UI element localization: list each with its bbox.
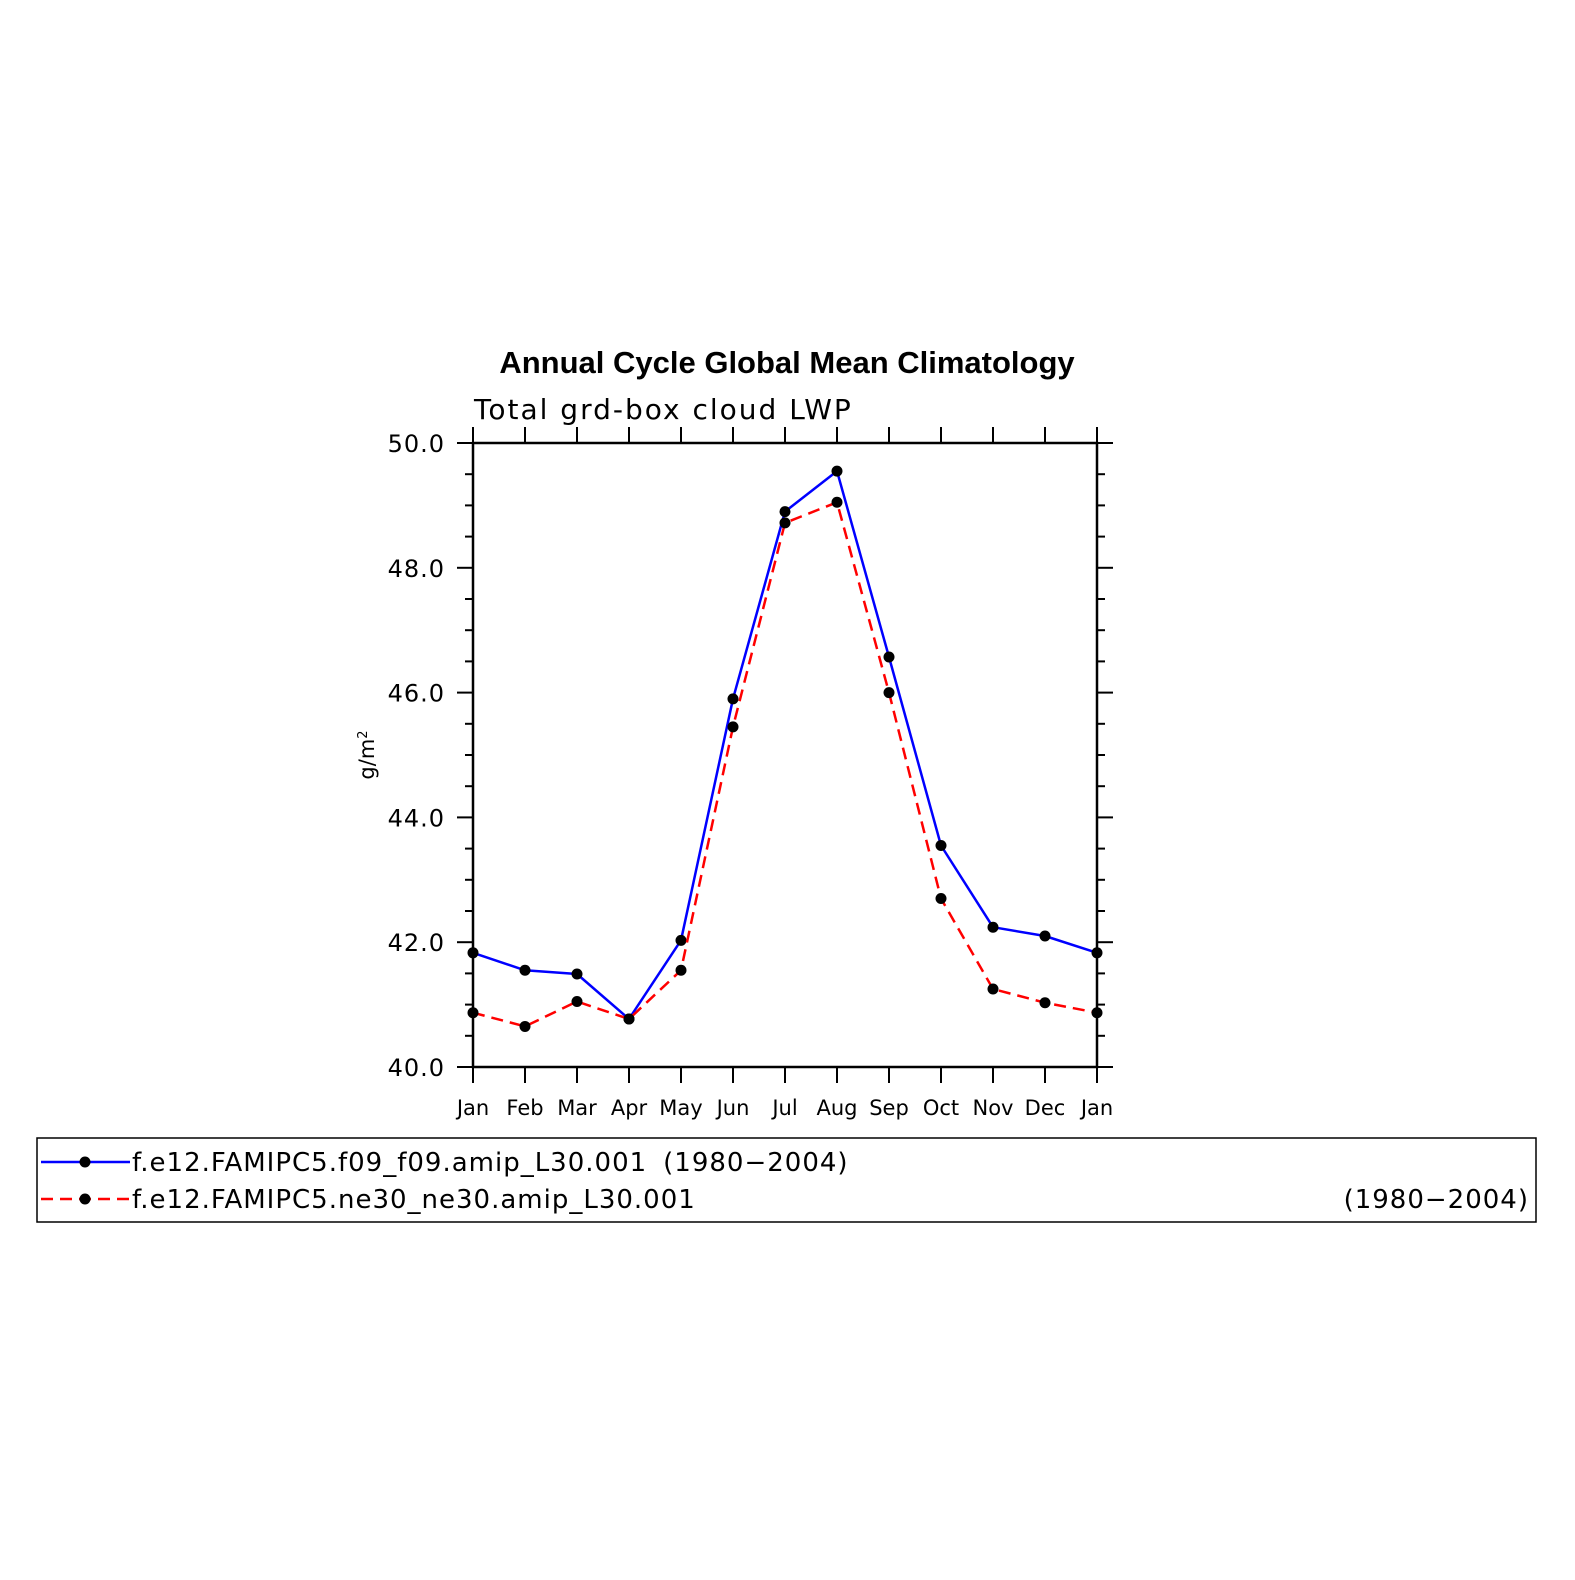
data-point <box>727 693 739 705</box>
data-point <box>987 983 999 995</box>
x-tick-label: Oct <box>923 1096 959 1120</box>
data-point <box>1039 930 1051 942</box>
x-tick-label: Jun <box>715 1096 750 1120</box>
data-point <box>727 721 739 733</box>
x-tick-label: Feb <box>506 1096 543 1120</box>
x-tick-labels: Jan Feb Mar Apr May Jun Jul Aug Sep Oct Nov Dec Jan <box>455 1096 1113 1120</box>
data-point <box>571 995 583 1007</box>
x-tick-label: Aug <box>816 1096 857 1120</box>
data-point <box>883 651 895 663</box>
data-point <box>467 1007 479 1019</box>
legend-entry-2: f.e12.FAMIPC5.ne30_ne30.amip_L30.001 (198… <box>41 1185 1529 1215</box>
series-1 <box>467 465 1103 1025</box>
y-tick-label: 48.0 <box>388 555 445 583</box>
series-line <box>472 469 1098 1021</box>
x-tick-label: Apr <box>611 1096 648 1120</box>
series-2 <box>467 496 1103 1032</box>
data-point <box>1091 947 1103 959</box>
x-tick-label: Sep <box>869 1096 909 1120</box>
legend-series-name: f.e12.FAMIPC5.ne30_ne30.amip_L30.001 <box>132 1185 696 1215</box>
legend-box <box>36 1137 1537 1223</box>
y-axis-label-superscript: 2 <box>356 730 371 738</box>
data-point <box>987 921 999 933</box>
data-point <box>675 934 687 946</box>
series-layer <box>467 465 1103 1032</box>
y-tick-label: 44.0 <box>388 804 445 832</box>
y-tick-label: 40.0 <box>388 1054 445 1082</box>
data-point <box>935 893 947 905</box>
chart-subtitle: Total grd-box cloud LWP <box>473 393 853 426</box>
data-point <box>1039 997 1051 1009</box>
data-point <box>675 964 687 976</box>
x-tick-label: Jul <box>770 1096 797 1120</box>
x-tick-label: May <box>659 1096 702 1120</box>
x-tick-label: Mar <box>557 1096 597 1120</box>
data-point <box>779 506 791 518</box>
y-axis-label: g/m2 <box>355 730 379 779</box>
series-line <box>472 501 1098 1028</box>
legend-marker <box>79 1193 91 1205</box>
data-point <box>883 687 895 699</box>
legend-items: f.e12.FAMIPC5.f09_f09.amip_L30.001 (1980−… <box>41 1148 1529 1215</box>
data-point <box>467 947 479 959</box>
legend-marker <box>79 1156 91 1168</box>
data-point <box>623 1013 635 1025</box>
data-point <box>935 839 947 851</box>
data-point <box>571 968 583 980</box>
y-axis-label-unit: g/m <box>355 739 379 780</box>
data-point <box>831 465 843 477</box>
x-tick-label: Nov <box>973 1096 1014 1120</box>
y-tick-labels: 40.0 42.0 44.0 46.0 48.0 50.0 <box>388 430 445 1082</box>
data-point <box>519 1020 531 1032</box>
legend-series-period: (1980−2004) <box>663 1148 848 1178</box>
data-point <box>1091 1007 1103 1019</box>
y-tick-label: 46.0 <box>388 680 445 708</box>
y-tick-label: 42.0 <box>388 929 445 957</box>
legend-series-period: (1980−2004) <box>1344 1185 1529 1215</box>
legend-series-name: f.e12.FAMIPC5.f09_f09.amip_L30.001 <box>132 1148 647 1178</box>
data-point <box>779 517 791 529</box>
x-tick-label: Jan <box>1079 1096 1113 1120</box>
y-tick-label: 50.0 <box>388 430 445 458</box>
data-point <box>831 496 843 508</box>
legend: f.e12.FAMIPC5.f09_f09.amip_L30.001 (1980−… <box>36 1137 1537 1223</box>
legend-entry-1: f.e12.FAMIPC5.f09_f09.amip_L30.001 (1980−… <box>41 1148 848 1178</box>
chart-title: Annual Cycle Global Mean Climatology <box>499 345 1075 380</box>
x-tick-label: Jan <box>455 1096 489 1120</box>
x-tick-label: Dec <box>1025 1096 1066 1120</box>
plot-axes <box>457 427 1113 1083</box>
data-point <box>519 964 531 976</box>
